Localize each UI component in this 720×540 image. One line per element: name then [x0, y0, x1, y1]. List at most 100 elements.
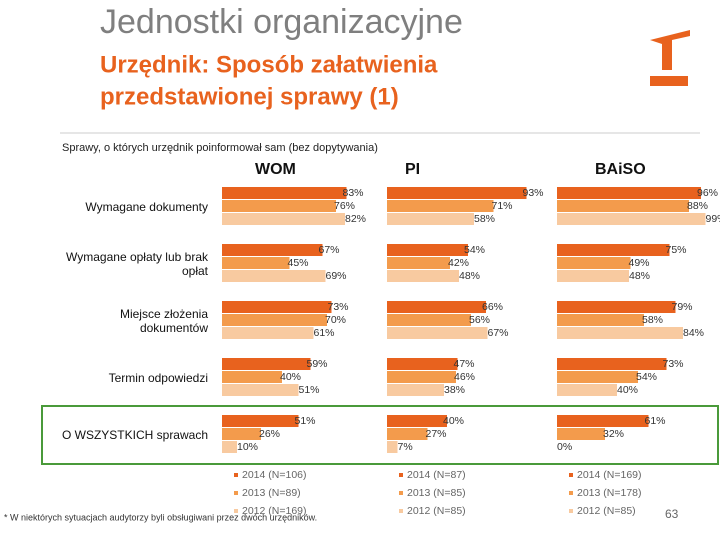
bar [557, 327, 683, 339]
legend-label: 2012 (N=85) [577, 505, 636, 517]
legend-label: 2012 (N=169) [242, 505, 307, 517]
value-label: 48% [629, 270, 650, 282]
bar [387, 314, 471, 326]
bar [387, 415, 447, 427]
value-label: 84% [683, 327, 704, 339]
value-label: 67% [319, 244, 340, 256]
category-label: Termin odpowiedzi [108, 371, 208, 385]
bar [222, 428, 261, 440]
bar [387, 301, 486, 313]
bar [557, 200, 689, 212]
bar [557, 358, 667, 370]
value-label: 40% [280, 371, 301, 383]
legend-swatch [234, 491, 238, 495]
bar [222, 371, 282, 383]
legend-swatch [569, 509, 573, 513]
page-number: 63 [665, 507, 679, 521]
value-label: 58% [642, 314, 663, 326]
legend-label: 2014 (N=87) [407, 469, 466, 481]
bar [222, 244, 323, 256]
value-label: 66% [482, 301, 503, 313]
value-label: 26% [259, 428, 280, 440]
value-label: 0% [557, 441, 572, 453]
value-label: 38% [444, 384, 465, 396]
value-label: 88% [687, 200, 708, 212]
category-label: O WSZYSTKICH sprawach [61, 428, 208, 442]
category-label: Wymagane dokumenty [85, 200, 208, 214]
bar [222, 213, 345, 225]
bar [557, 415, 649, 427]
legend-swatch [399, 473, 403, 477]
value-label: 48% [459, 270, 480, 282]
legend-swatch [234, 509, 238, 513]
bar [557, 257, 631, 269]
value-label: 99% [706, 213, 720, 225]
value-label: 61% [645, 415, 666, 427]
bar [387, 428, 428, 440]
bar [387, 327, 488, 339]
legend-label: 2013 (N=89) [242, 487, 301, 499]
subtitle: przedstawionej sprawy (1) [100, 83, 399, 110]
bar [557, 244, 670, 256]
value-label: 69% [326, 270, 347, 282]
legend-label: 2012 (N=85) [407, 505, 466, 517]
bar [557, 428, 605, 440]
bar [222, 301, 332, 313]
value-label: 51% [295, 415, 316, 427]
value-label: 59% [307, 358, 328, 370]
value-label: 46% [454, 371, 475, 383]
value-label: 76% [334, 200, 355, 212]
value-label: 42% [448, 257, 469, 269]
value-label: 32% [603, 428, 624, 440]
value-label: 93% [523, 187, 544, 199]
bar [222, 358, 311, 370]
legend-swatch [399, 509, 403, 513]
bar [222, 441, 237, 453]
bar [387, 270, 459, 282]
bar [557, 270, 629, 282]
value-label: 73% [328, 301, 349, 313]
legend-label: 2013 (N=178) [577, 487, 642, 499]
value-label: 56% [469, 314, 490, 326]
bar [387, 187, 527, 199]
bar [557, 187, 701, 199]
bar [222, 257, 290, 269]
panel-title: BAiSO [595, 161, 646, 178]
bar [222, 270, 326, 282]
subtitle: Urzędnik: Sposób załatwienia [100, 51, 438, 78]
legend-swatch [569, 473, 573, 477]
bar [222, 187, 347, 199]
bar [387, 213, 474, 225]
value-label: 96% [697, 187, 718, 199]
bar [557, 301, 676, 313]
legend-label: 2014 (N=106) [242, 469, 307, 481]
value-label: 54% [464, 244, 485, 256]
slide-title: Jednostki organizacyjne [100, 3, 463, 41]
value-label: 83% [343, 187, 364, 199]
value-label: 61% [314, 327, 335, 339]
bar [387, 257, 450, 269]
legend-swatch [234, 473, 238, 477]
value-label: 10% [237, 441, 258, 453]
category-label: Miejsce złożenia dokumentów [119, 307, 208, 335]
value-label: 45% [288, 257, 309, 269]
value-label: 54% [636, 371, 657, 383]
legend-label: 2014 (N=169) [577, 469, 642, 481]
highlight-box [41, 405, 719, 465]
bar [387, 371, 456, 383]
bar [557, 384, 617, 396]
value-label: 67% [488, 327, 509, 339]
value-label: 58% [474, 213, 495, 225]
value-label: 75% [666, 244, 687, 256]
bar [222, 327, 314, 339]
legend-label: 2013 (N=85) [407, 487, 466, 499]
category-label: Wymagane opłaty lub brak opłat [66, 250, 208, 278]
legend-swatch [569, 491, 573, 495]
bar [387, 244, 468, 256]
bar [222, 200, 336, 212]
bar [387, 200, 494, 212]
logo [650, 30, 690, 86]
panel-title: PI [405, 161, 420, 178]
value-label: 71% [492, 200, 513, 212]
